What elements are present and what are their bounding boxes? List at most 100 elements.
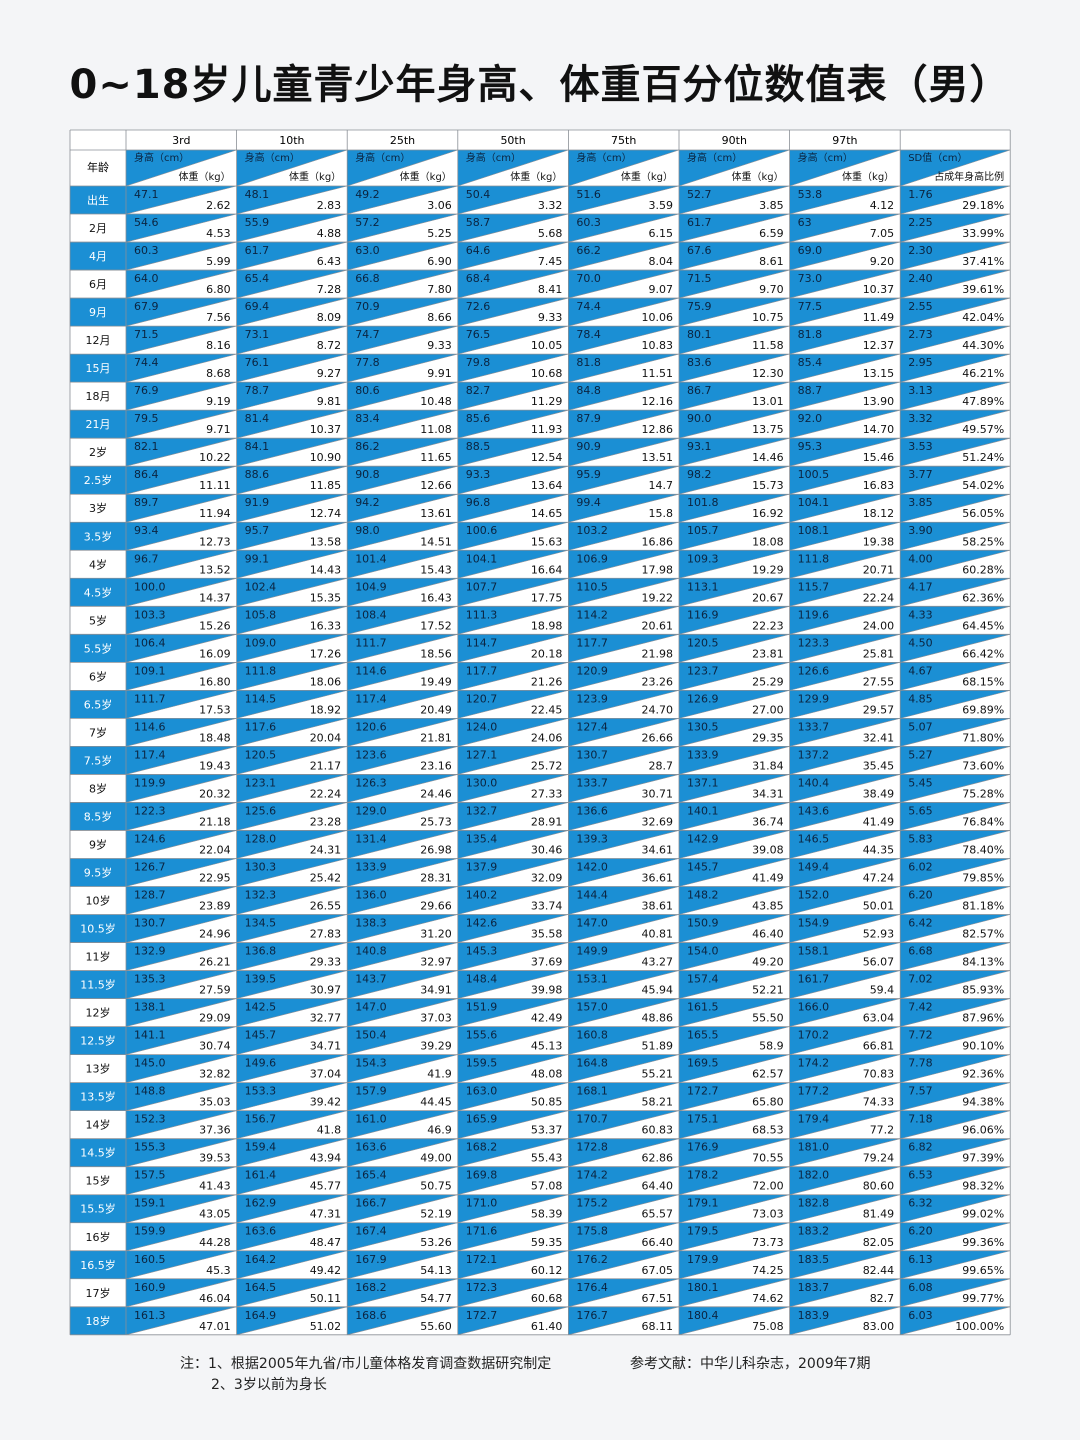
cell-diagonal: [789, 1082, 901, 1111]
cell-top-text: 6.42: [908, 917, 933, 930]
cell-bottom-text: 25.42: [310, 872, 342, 885]
cell-bottom-text: 9.27: [317, 367, 342, 380]
cell-diagonal: [236, 1194, 348, 1224]
cell-diagonal: [125, 1194, 237, 1224]
cell-top-text: 165.9: [466, 1113, 498, 1126]
cell-top-text: 106.4: [134, 636, 166, 649]
cell-diagonal: [457, 830, 569, 859]
cell-diagonal: [236, 297, 348, 327]
cell-top-text: 5.65: [908, 804, 933, 817]
cell-diagonal: [125, 914, 237, 943]
age-label: 15.5岁: [80, 1202, 116, 1216]
cell-bottom-text: 50.01: [863, 900, 895, 913]
percentile-header: 97th: [832, 134, 857, 147]
cell-top-text: 170.2: [798, 1029, 830, 1042]
cell-top-text: 123.9: [576, 692, 608, 705]
cell-diagonal: [457, 241, 569, 271]
cell-top-text: 126.9: [687, 692, 719, 705]
cell-top-text: 6.08: [908, 1281, 933, 1294]
cell-bottom-text: 7.80: [427, 283, 452, 296]
cell-diagonal: [457, 1138, 569, 1167]
cell-diagonal: [900, 521, 1011, 551]
cell-top-text: 111.7: [134, 692, 166, 705]
cell-diagonal: [568, 353, 680, 383]
cell-diagonal: [347, 213, 458, 243]
cell-top-text: 114.6: [355, 664, 387, 677]
cell-top-text: 172.7: [466, 1309, 498, 1322]
cell-diagonal: [900, 718, 1011, 747]
age-cell-shade: [70, 970, 126, 999]
cell-diagonal: [678, 241, 790, 271]
cell-top-text: 117.7: [466, 664, 498, 677]
cell-bottom-text: 39.61%: [962, 283, 1004, 296]
cell-diagonal: [457, 185, 569, 215]
cell-top-text: 3.77: [908, 468, 933, 481]
cell-bottom-text: 48.08: [531, 1068, 563, 1081]
cell-diagonal: [568, 1306, 680, 1336]
age-cell-shade: [70, 914, 126, 943]
cell-diagonal: [457, 970, 569, 999]
cell-top-text: 154.0: [687, 945, 719, 958]
cell-top-text: 93.3: [466, 468, 491, 481]
cell-bottom-text: 51.24%: [962, 451, 1004, 464]
cell-top-text: 159.9: [134, 1225, 166, 1238]
cell-top-text: 128.0: [245, 832, 277, 845]
cell-diagonal: [457, 409, 569, 439]
cell-top-text: 身高（cm）: [245, 151, 300, 164]
cell-diagonal: [678, 690, 790, 719]
cell-top-text: 179.9: [687, 1253, 719, 1266]
cell-diagonal: [900, 297, 1011, 327]
cell-top-text: 123.3: [798, 636, 830, 649]
cell-top-text: 95.7: [245, 524, 270, 537]
cell-diagonal: [900, 858, 1011, 887]
cell-top-text: 123.6: [355, 748, 387, 761]
cell-top-text: 104.1: [466, 552, 498, 565]
cell-bottom-text: 17.98: [642, 563, 674, 576]
cell-bottom-text: 24.46: [420, 787, 452, 800]
cell-diagonal: [236, 634, 348, 663]
cell-diagonal: [236, 1026, 348, 1055]
cell-top-text: 109.3: [687, 552, 719, 565]
cell-top-text: 171.0: [466, 1197, 498, 1210]
cell-diagonal: [125, 1166, 237, 1196]
cell-bottom-text: 29.66: [420, 900, 452, 913]
cell-top-text: 6.03: [908, 1309, 933, 1322]
cell-diagonal: [347, 802, 458, 831]
cell-bottom-text: 9.33: [538, 311, 563, 324]
cell-diagonal: [789, 437, 901, 467]
cell-top-text: 108.4: [355, 608, 387, 621]
cell-diagonal: [678, 1222, 790, 1252]
cell-diagonal: [568, 381, 680, 411]
cell-top-text: 78.7: [245, 384, 270, 397]
cell-bottom-text: 55.43: [531, 1152, 563, 1165]
cell-top-text: 1.76: [908, 188, 933, 201]
cell-diagonal: [125, 746, 237, 775]
cell-diagonal: [125, 970, 237, 999]
cell-bottom-text: 44.28: [199, 1236, 231, 1249]
cell-top-text: 81.8: [576, 356, 601, 369]
cell-bottom-text: 28.91: [531, 815, 563, 828]
cell-top-text: 120.7: [466, 692, 498, 705]
cell-diagonal: [678, 409, 790, 439]
cell-bottom-text: 26.55: [310, 900, 342, 913]
cell-diagonal: [457, 493, 569, 523]
cell-top-text: 98.0: [355, 524, 380, 537]
cell-top-text: 6.82: [908, 1141, 933, 1154]
cell-diagonal: [789, 213, 901, 243]
cell-diagonal: [789, 830, 901, 859]
cell-top-text: 162.9: [245, 1197, 277, 1210]
cell-bottom-text: 78.40%: [962, 843, 1004, 856]
age-label: 10.5岁: [80, 922, 116, 936]
cell-top-text: 175.2: [576, 1197, 608, 1210]
cell-diagonal: [125, 1250, 237, 1280]
cell-diagonal: [900, 998, 1011, 1027]
cell-top-text: 49.2: [355, 188, 380, 201]
cell-top-text: 70.9: [355, 300, 380, 313]
cell-bottom-text: 12.54: [531, 451, 563, 464]
cell-diagonal: [125, 690, 237, 719]
cell-diagonal: [678, 802, 790, 831]
cell-bottom-text: 44.30%: [962, 339, 1004, 352]
cell-bottom-text: 20.71: [863, 563, 895, 576]
age-cell-shade: [70, 858, 126, 887]
